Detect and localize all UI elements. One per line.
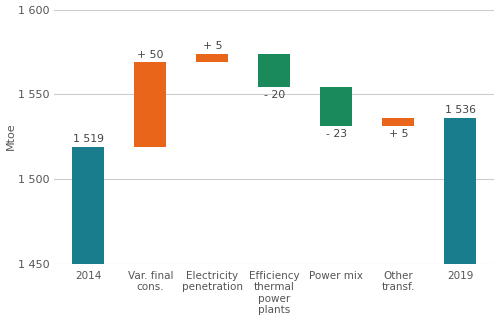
Bar bbox=[320, 88, 352, 126]
Bar bbox=[444, 118, 476, 264]
Text: + 5: + 5 bbox=[388, 129, 408, 139]
Text: 1 536: 1 536 bbox=[445, 106, 476, 116]
Bar bbox=[196, 54, 228, 62]
Bar bbox=[72, 147, 104, 264]
Text: + 5: + 5 bbox=[202, 41, 222, 51]
Y-axis label: Mtoe: Mtoe bbox=[6, 123, 16, 151]
Bar bbox=[134, 62, 166, 147]
Text: - 23: - 23 bbox=[326, 129, 347, 139]
Bar bbox=[258, 54, 290, 88]
Bar bbox=[382, 118, 414, 126]
Text: + 50: + 50 bbox=[137, 49, 164, 59]
Text: 1 519: 1 519 bbox=[72, 134, 104, 144]
Text: - 20: - 20 bbox=[264, 90, 285, 100]
